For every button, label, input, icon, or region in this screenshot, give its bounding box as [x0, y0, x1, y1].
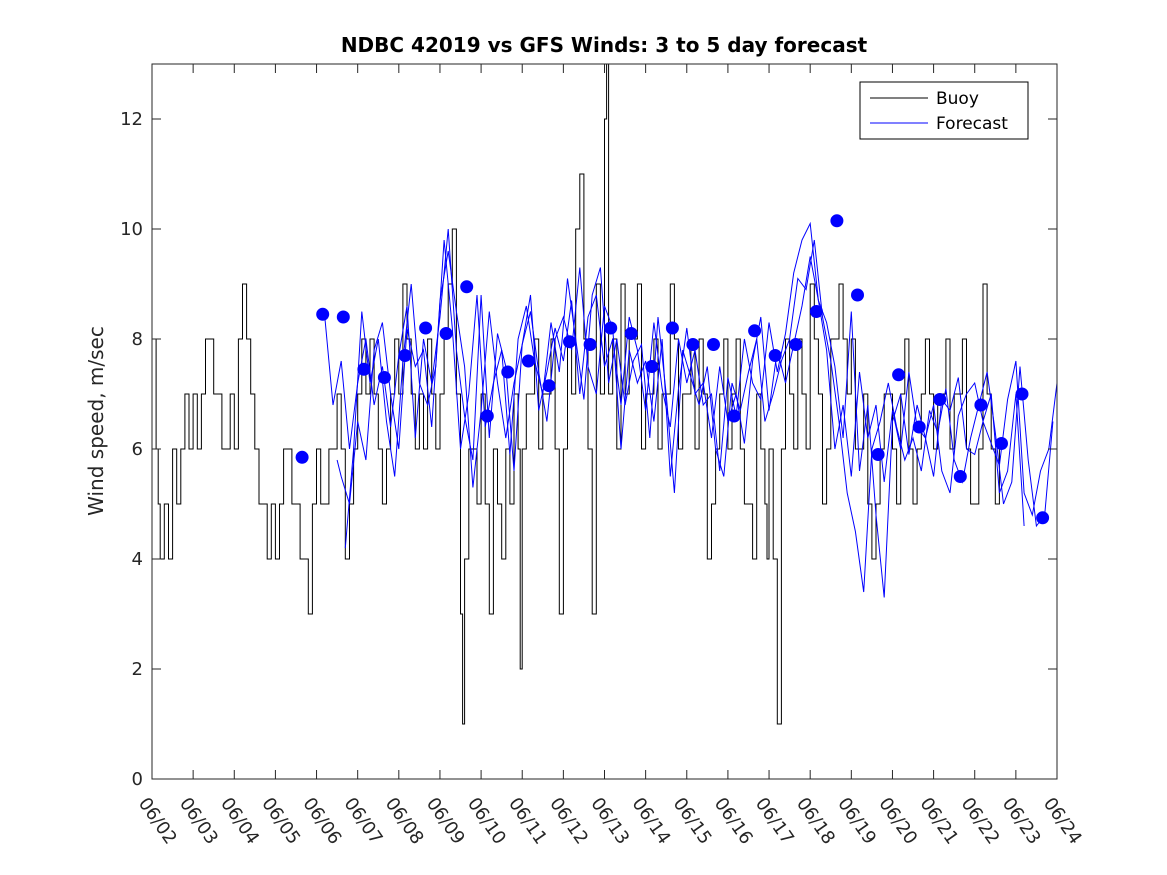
y-tick-label: 12 — [120, 109, 143, 130]
forecast-marker — [542, 379, 556, 393]
x-tick-label: 06/09 — [422, 794, 469, 849]
legend: Buoy Forecast — [859, 81, 1029, 140]
forecast-marker — [1015, 387, 1029, 401]
x-tick-label: 06/03 — [175, 794, 222, 849]
buoy-series-line — [152, 64, 1004, 725]
x-tick-label: 06/05 — [257, 794, 304, 849]
x-tick-label: 06/18 — [792, 794, 839, 849]
forecast-marker — [624, 327, 638, 340]
x-tick-label: 06/24 — [1039, 794, 1086, 849]
x-tick-label: 06/23 — [998, 794, 1045, 849]
forecast-marker — [604, 321, 618, 335]
x-tick-label: 06/04 — [216, 794, 263, 849]
forecast-marker — [1036, 511, 1050, 525]
forecast-marker — [912, 420, 926, 434]
x-tick-label: 06/16 — [710, 794, 757, 849]
chart-title: NDBC 42019 vs GFS Winds: 3 to 5 day fore… — [341, 33, 868, 57]
x-tick-label: 06/14 — [628, 794, 675, 849]
forecast-marker — [665, 321, 679, 335]
y-tick-label: 0 — [132, 769, 143, 790]
forecast-marker — [871, 448, 885, 461]
x-tick-label: 06/08 — [381, 794, 428, 849]
forecast-series-line-3 — [324, 221, 1025, 527]
y-tick-label: 6 — [132, 439, 143, 460]
forecast-marker — [995, 437, 1008, 450]
forecast-marker — [974, 398, 988, 412]
x-tick-label: 06/12 — [545, 794, 592, 849]
forecast-marker — [357, 362, 371, 376]
forecast-marker — [748, 324, 762, 338]
forecast-marker — [439, 327, 453, 340]
forecast-marker — [501, 365, 515, 379]
forecast-marker — [295, 450, 309, 464]
forecast-marker — [789, 338, 803, 351]
forecast-marker — [933, 393, 947, 406]
plot-area: 02468101206/0206/0306/0406/0506/0606/070… — [120, 63, 1086, 849]
x-tick-label: 06/07 — [340, 794, 387, 849]
forecast-marker — [727, 409, 741, 423]
x-tick-label: 06/17 — [751, 794, 798, 849]
x-tick-label: 06/19 — [833, 794, 880, 849]
forecast-marker — [336, 310, 350, 324]
y-tick-label: 2 — [132, 659, 143, 680]
y-axis-label: Wind speed, m/sec — [84, 326, 108, 516]
forecast-marker — [521, 354, 535, 368]
forecast-marker — [419, 321, 433, 335]
forecast-marker — [707, 338, 720, 351]
forecast-series-line-1 — [336, 250, 1057, 598]
forecast-marker — [768, 349, 782, 362]
y-tick-label: 8 — [132, 329, 143, 350]
x-tick-label: 06/11 — [504, 794, 551, 849]
forecast-marker — [316, 307, 330, 321]
y-tick-label: 10 — [120, 219, 143, 240]
x-tick-label: 06/02 — [134, 794, 181, 849]
forecast-marker — [686, 338, 700, 351]
forecast-marker — [809, 305, 823, 318]
x-tick-label: 06/13 — [586, 794, 633, 849]
forecast-marker — [563, 335, 576, 349]
forecast-marker — [480, 409, 494, 423]
x-tick-label: 06/21 — [915, 794, 962, 849]
legend-buoy-label: Buoy — [936, 89, 979, 109]
forecast-marker — [398, 349, 412, 362]
y-tick-label: 4 — [132, 549, 143, 570]
forecast-marker — [645, 360, 659, 373]
forecast-marker — [583, 338, 597, 351]
legend-forecast-label: Forecast — [936, 114, 1008, 134]
x-tick-label: 06/10 — [463, 794, 510, 849]
x-tick-label: 06/06 — [298, 794, 345, 849]
x-tick-label: 06/20 — [874, 794, 921, 849]
forecast-marker — [460, 280, 474, 294]
x-tick-label: 06/15 — [669, 794, 716, 849]
forecast-marker — [851, 288, 864, 302]
forecast-marker — [830, 214, 844, 228]
forecast-series-line-2 — [344, 239, 1054, 593]
forecast-marker — [377, 371, 391, 384]
forecast-marker — [953, 470, 967, 483]
x-tick-label: 06/22 — [957, 794, 1004, 849]
forecast-marker — [892, 368, 906, 382]
legend-box — [859, 81, 1029, 140]
